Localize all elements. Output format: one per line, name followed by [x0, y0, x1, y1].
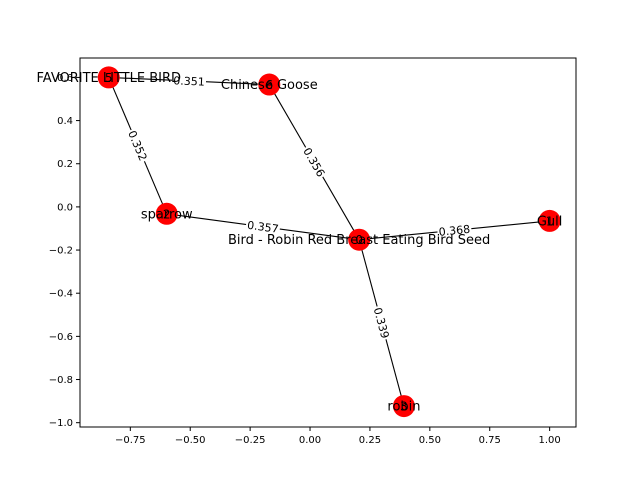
node-layer: [97, 66, 561, 418]
x-tick-label: 1.00: [539, 435, 561, 446]
y-tick-label: −1.0: [49, 418, 73, 429]
node-label-layer: 0 1 2 3 5 6 Bird - Robin Red Breast Eating Bir…: [36, 71, 562, 415]
y-tick-label: −0.8: [49, 375, 73, 386]
x-tick-label: 0.75: [479, 435, 501, 446]
x-tick-label: −0.50: [175, 435, 206, 446]
edge-weight: 0.368: [436, 221, 473, 240]
edge-weight-background: [436, 221, 473, 240]
node-id: 2: [163, 207, 171, 221]
node-label: sparrow: [141, 207, 193, 222]
x-axis: −0.75 −0.50 −0.25 0.00 0.25 0.50 0.75 1.00: [115, 427, 561, 446]
x-tick-label: −0.75: [115, 435, 146, 446]
edge-weight-background: [299, 143, 330, 181]
node-id: 3: [400, 400, 408, 414]
node-label: robin: [387, 400, 420, 415]
node-id: 0: [355, 233, 363, 247]
y-tick-label: 0.2: [57, 159, 73, 170]
node-id: 1: [546, 214, 554, 228]
edge-weight: 0.357: [245, 217, 281, 237]
x-tick-label: 0.50: [419, 435, 441, 446]
node-label: Gull: [537, 214, 563, 229]
x-tick-label: 0.00: [299, 435, 321, 446]
edge-weight-background: [171, 72, 207, 90]
y-tick-label: 0.4: [57, 116, 73, 127]
y-tick-label: −0.4: [49, 289, 73, 300]
y-tick-label: −0.2: [49, 246, 73, 257]
x-tick-label: −0.25: [235, 435, 266, 446]
plot-frame: [79, 57, 577, 428]
node: [392, 395, 415, 418]
edge-weight-background: [124, 127, 152, 165]
node: [258, 73, 281, 96]
y-axis: 0.6 0.4 0.2 0.0 −0.2 −0.4 −0.6 −0.8 −1.0: [49, 73, 80, 429]
node-label: Chinese Goose: [221, 78, 318, 93]
edge-weight-label: 0.357: [246, 219, 279, 236]
edge-weight-label: 0.368: [438, 223, 471, 239]
x-tick-label: 0.25: [359, 435, 381, 446]
node: [97, 66, 120, 89]
node-id: 6: [265, 78, 273, 92]
edge-weight: 0.351: [171, 72, 207, 90]
node: [155, 202, 178, 225]
edge-weight-background: [369, 304, 394, 342]
edge-weight-label: 0.351: [173, 74, 205, 88]
y-tick-label: 0.0: [57, 202, 73, 213]
y-tick-label: −0.6: [49, 332, 73, 343]
edge-weight-background: [245, 217, 281, 237]
node: [538, 209, 561, 232]
node: [348, 228, 371, 251]
node-label: Bird - Robin Red Breast Eating Bird Seed: [228, 233, 490, 248]
node-label: FAVORITE LITTLE BIRD: [36, 71, 181, 86]
node-id: 5: [105, 71, 113, 85]
y-tick-label: 0.6: [57, 73, 73, 84]
